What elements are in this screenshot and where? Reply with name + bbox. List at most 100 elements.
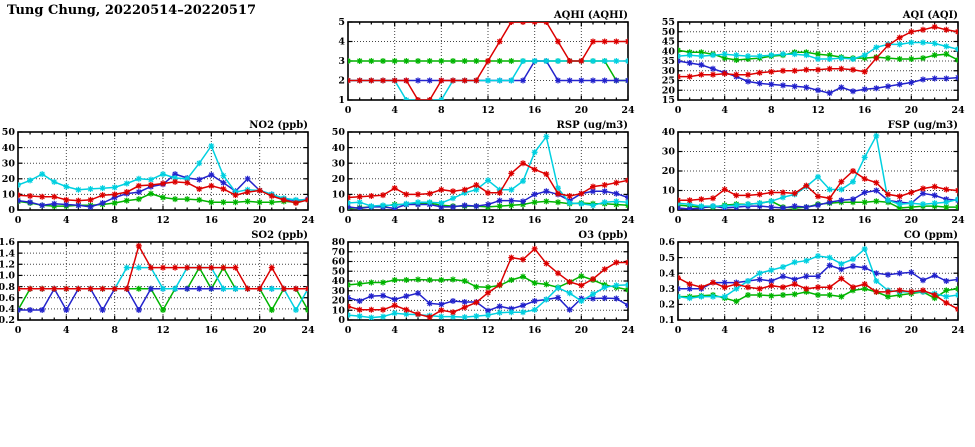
- svg-text:20: 20: [905, 105, 919, 116]
- svg-text:16: 16: [858, 105, 872, 116]
- series-red: [678, 274, 958, 313]
- svg-text:30: 30: [662, 66, 676, 77]
- svg-text:16: 16: [858, 325, 872, 336]
- chart-aqhi: 0 4 8 12 16 20 24 1 2 3 4 5 AQHI (AQHI): [330, 10, 648, 124]
- svg-text:20: 20: [905, 215, 919, 226]
- chart-o3: 0 4 8 12 16 20 24 0 10 20 30 40 50 60 70 80 O3 (ppb): [330, 230, 648, 344]
- page-title: Tung Chung, 20220514–20220517: [7, 3, 257, 18]
- svg-text:12: 12: [811, 215, 824, 226]
- svg-text:0: 0: [338, 315, 345, 326]
- svg-text:0: 0: [675, 215, 682, 226]
- series-red: [678, 23, 958, 80]
- svg-text:0: 0: [668, 205, 675, 216]
- chart-canvas: 0 4 8 12 16 20 24 0 10 20 30 40 FSP (ug/m3): [662, 120, 965, 226]
- x-tick-labels: 0 4 8 12 16 20 24: [675, 215, 965, 226]
- x-tick-labels: 0 4 8 12 16 20 24: [345, 325, 635, 336]
- svg-text:0: 0: [15, 325, 22, 336]
- svg-text:0: 0: [345, 215, 352, 226]
- series-red: [348, 22, 628, 100]
- series-cyan-markers: [348, 133, 628, 210]
- svg-text:24: 24: [621, 215, 635, 226]
- svg-text:24: 24: [301, 215, 315, 226]
- chart-title: AQHI (AQHI): [553, 10, 628, 21]
- plot-border: [347, 241, 629, 321]
- series-red-markers: [348, 245, 628, 320]
- svg-text:10: 10: [2, 190, 16, 201]
- series-cyan: [348, 281, 628, 320]
- svg-text:16: 16: [205, 325, 219, 336]
- x-tick-labels: 0 4 8 12 16 20 24: [15, 325, 315, 336]
- x-tick-labels: 0 4 8 12 16 20 24: [675, 105, 965, 116]
- series-red: [18, 178, 308, 206]
- svg-text:4: 4: [721, 105, 728, 116]
- svg-text:0.6: 0.6: [0, 293, 15, 304]
- svg-text:20: 20: [905, 325, 919, 336]
- svg-text:45: 45: [662, 37, 675, 48]
- chart-title: SO2 (ppb): [251, 230, 308, 241]
- svg-text:12: 12: [481, 215, 494, 226]
- svg-text:30: 30: [332, 158, 346, 169]
- svg-text:10: 10: [662, 186, 676, 197]
- svg-text:0: 0: [675, 325, 682, 336]
- chart-co: 0 4 8 12 16 20 24 0.1 0.2 0.3 0.4 0.5 0.6 CO (ppm): [658, 230, 975, 344]
- svg-text:20: 20: [662, 166, 676, 177]
- svg-text:24: 24: [301, 325, 315, 336]
- plot-border: [17, 131, 309, 211]
- svg-text:1.6: 1.6: [0, 237, 15, 248]
- svg-text:25: 25: [662, 76, 675, 87]
- series-red-markers: [18, 178, 308, 206]
- plot-border: [17, 241, 309, 321]
- svg-text:16: 16: [205, 215, 219, 226]
- svg-text:16: 16: [858, 215, 872, 226]
- series-cyan-markers: [348, 281, 628, 320]
- svg-text:16: 16: [528, 215, 542, 226]
- svg-text:40: 40: [662, 127, 676, 138]
- svg-text:1.0: 1.0: [0, 271, 15, 282]
- svg-text:1.4: 1.4: [0, 248, 15, 259]
- chart-title: FSP (ug/m3): [888, 120, 958, 131]
- svg-text:24: 24: [951, 325, 965, 336]
- svg-text:4: 4: [338, 37, 345, 48]
- svg-text:4: 4: [391, 105, 398, 116]
- y-tick-labels: 0.1 0.2 0.3 0.4 0.5 0.6: [658, 237, 675, 326]
- svg-text:0.5: 0.5: [660, 253, 675, 264]
- svg-text:4: 4: [721, 215, 728, 226]
- chart-so2: 0 4 8 12 16 20 24 0.2 0.4 0.6 0.8 1.0 1.2 1.4 1.6 SO2 (…: [0, 230, 318, 344]
- svg-text:1: 1: [338, 95, 345, 106]
- series-red: [348, 245, 628, 320]
- series-red-markers: [678, 23, 958, 80]
- series-red: [678, 168, 958, 204]
- svg-text:50: 50: [332, 266, 346, 277]
- x-tick-labels: 0 4 8 12 16 20 24: [345, 105, 635, 116]
- svg-text:20: 20: [253, 325, 267, 336]
- svg-text:0: 0: [345, 325, 352, 336]
- chart-title: O3 (ppb): [578, 230, 628, 241]
- series-red-markers: [678, 168, 958, 204]
- svg-text:30: 30: [332, 286, 346, 297]
- svg-text:30: 30: [2, 158, 16, 169]
- svg-text:0.8: 0.8: [0, 282, 15, 293]
- svg-text:20: 20: [332, 174, 346, 185]
- svg-text:4: 4: [63, 215, 70, 226]
- svg-text:0.2: 0.2: [660, 300, 675, 311]
- svg-text:0: 0: [345, 105, 352, 116]
- svg-text:4: 4: [721, 325, 728, 336]
- svg-text:20: 20: [332, 296, 346, 307]
- svg-text:12: 12: [481, 325, 494, 336]
- svg-text:24: 24: [621, 325, 635, 336]
- svg-text:24: 24: [621, 105, 635, 116]
- series-cyan-markers: [678, 39, 958, 63]
- svg-text:40: 40: [2, 143, 16, 154]
- x-tick-labels: 0 4 8 12 16 20 24: [675, 325, 965, 336]
- x-tick-labels: 0 4 8 12 16 20 24: [345, 215, 635, 226]
- svg-text:4: 4: [391, 215, 398, 226]
- series-red: [18, 242, 308, 292]
- chart-title: RSP (ug/m3): [557, 120, 628, 131]
- svg-text:0: 0: [675, 105, 682, 116]
- series-cyan: [348, 133, 628, 210]
- grid-lines: [348, 132, 628, 210]
- svg-text:4: 4: [391, 325, 398, 336]
- chart-rsp: 0 4 8 12 16 20 24 0 10 20 30 40 50 RSP (ug/m3): [330, 120, 648, 234]
